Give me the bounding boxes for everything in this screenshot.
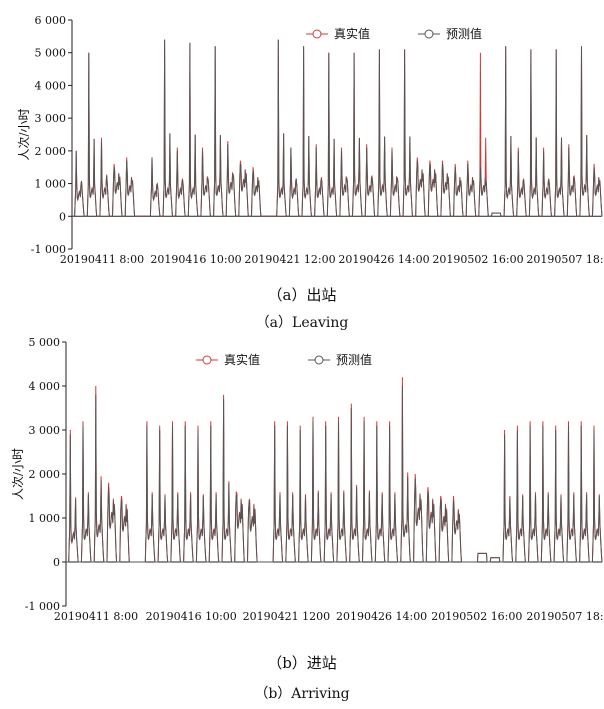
chart-a-y-tick-label: 5 000 — [35, 47, 67, 60]
caption-a-en: （a）Leaving — [255, 315, 349, 331]
chart-b-y-tick-label: 1 000 — [29, 512, 61, 525]
chart-arriving: -1 000 0 1 000 2 000 3 000 4 000 5 000 20190411… — [11, 338, 604, 623]
chart-a-x-tick-label: 20190416 10:00 — [150, 253, 241, 266]
chart-a-legend-label: 预测值 — [446, 26, 482, 41]
chart-b-legend-marker — [202, 355, 212, 365]
chart-a-y-tick-label: -1 000 — [31, 243, 66, 256]
chart-b-y-tick-label: 4 000 — [29, 380, 61, 393]
chart-b-x-tick-label: 20190416 10:00 — [146, 610, 237, 623]
chart-b-y-tick-label: 0 — [53, 556, 60, 569]
caption-a-cn: （a）出站 — [267, 286, 337, 304]
chart-a-y-tick-label: 0 — [59, 210, 66, 223]
chart-b-legend-label: 真实值 — [224, 352, 260, 367]
chart-b-series-predicted — [66, 385, 603, 563]
chart-a-y-tick-label: 4 000 — [35, 79, 67, 92]
chart-b-legend-label: 预测值 — [336, 352, 372, 367]
chart-a-x-tick-label: 20190426 14:00 — [338, 253, 429, 266]
chart-b-x-tick-label: 20190507 18:00 — [526, 610, 604, 623]
chart-a-x-tick-label: 20190507 18:00 — [526, 253, 604, 266]
chart-a-y-tick-label: 3 000 — [35, 112, 67, 125]
chart-a-series-predicted — [72, 39, 603, 217]
chart-b-x-tick-label: 20190411 8:00 — [54, 610, 138, 623]
caption-b-cn: （b）进站 — [267, 654, 337, 672]
chart-a-legend-marker — [312, 29, 322, 39]
chart-a-x-tick-label: 20190502 16:00 — [432, 253, 523, 266]
chart-b-legend-marker — [314, 355, 324, 365]
chart-a-y-tick-label: 2 000 — [35, 145, 67, 158]
chart-leaving: -1 000 0 1 000 2 000 3 000 4 000 5 000 6 000 201… — [17, 14, 604, 266]
chart-b-x-tick-label: 20190502 16:00 — [431, 610, 522, 623]
chart-a-legend-label: 真实值 — [334, 26, 370, 41]
chart-a-y-axis-label: 人次/小时 — [17, 108, 31, 160]
chart-b-y-tick-label: -1 000 — [25, 600, 60, 613]
chart-a-y-tick-label: 1 000 — [35, 178, 67, 191]
chart-a-x-tick-label: 20190421 12:00 — [244, 253, 335, 266]
chart-b-y-axis-label: 人次/小时 — [11, 448, 25, 500]
chart-a-x-tick-label: 20190411 8:00 — [60, 253, 144, 266]
caption-b-en: （b）Arriving — [254, 686, 350, 702]
chart-a-y-tick-label: 6 000 — [35, 14, 67, 27]
chart-b-y-tick-label: 3 000 — [29, 424, 61, 437]
chart-a-legend-marker — [424, 29, 434, 39]
chart-b-x-tick-label: 20190421 1200 — [243, 610, 330, 623]
chart-b-y-tick-label: 2 000 — [29, 468, 61, 481]
chart-b-y-tick-label: 5 000 — [29, 338, 61, 349]
chart-b-x-tick-label: 20190426 14:00 — [336, 610, 427, 623]
